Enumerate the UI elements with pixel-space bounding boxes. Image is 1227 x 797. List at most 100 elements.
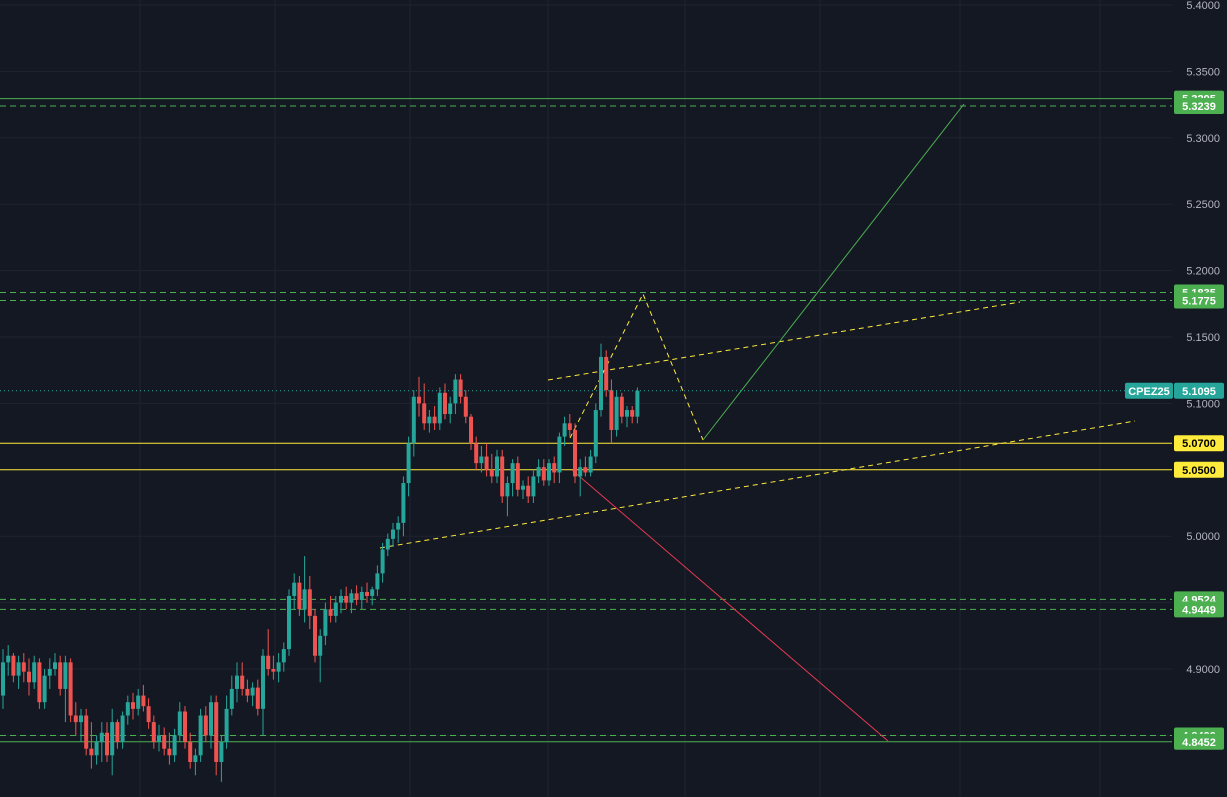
candle-body xyxy=(557,436,562,473)
candle-body xyxy=(619,396,624,417)
candle-body xyxy=(6,655,11,663)
candle-body xyxy=(209,702,213,736)
candle-body xyxy=(609,390,614,430)
bearish-target-line xyxy=(571,469,889,742)
candle-body xyxy=(578,467,583,477)
axis-tick-label: 5.2000 xyxy=(1186,266,1220,278)
level-tag: 5.0500 xyxy=(1174,461,1224,478)
candle-body xyxy=(297,582,302,610)
level-tag-text: 4.8452 xyxy=(1182,737,1216,749)
candle-body xyxy=(541,467,546,481)
level-tag: 4.8452 xyxy=(1174,733,1224,750)
candle-body xyxy=(573,429,577,477)
candle-body xyxy=(11,655,16,676)
candle-body xyxy=(515,463,520,490)
level-tag-bg xyxy=(1174,98,1224,115)
candle-body xyxy=(401,483,406,523)
candle-body xyxy=(313,615,317,656)
axis-tick-label: 5.4000 xyxy=(1186,0,1220,12)
level-tag-text: 5.1775 xyxy=(1182,295,1216,307)
axis-tick-label: 5.3000 xyxy=(1186,133,1220,145)
candle-body xyxy=(593,410,598,457)
candle-body xyxy=(547,463,551,481)
candle-body xyxy=(99,732,104,743)
candle-body xyxy=(505,483,510,497)
level-tag-bg xyxy=(1174,733,1224,750)
candle-body xyxy=(162,735,167,749)
candle-body xyxy=(391,529,395,539)
candle-body xyxy=(588,456,593,473)
level-tag: 5.1775 xyxy=(1174,292,1224,309)
candle-body xyxy=(136,695,141,709)
axis-tick-label: 5.0000 xyxy=(1186,531,1220,543)
candle-body xyxy=(365,591,369,596)
candle-body xyxy=(328,609,333,616)
candle-body xyxy=(276,662,281,672)
candle-body xyxy=(172,735,177,756)
candle-body xyxy=(193,755,198,762)
candle-body xyxy=(250,687,255,696)
candle-body xyxy=(125,702,130,716)
symbol-tag: CPEZ25 xyxy=(1125,382,1173,399)
candle-body xyxy=(177,711,182,736)
price-tags: CPEZ25 5.32955.32395.18355.17755.07005.0… xyxy=(1125,90,1224,750)
candle-body xyxy=(396,522,401,530)
candle-body xyxy=(531,476,536,497)
candle-body xyxy=(552,463,557,473)
candle-body xyxy=(448,403,453,415)
candle-body xyxy=(235,675,239,689)
level-tag-text: 5.0700 xyxy=(1182,438,1216,450)
symbol-tag-bg xyxy=(1125,382,1173,399)
level-tag-bg xyxy=(1174,292,1224,309)
candle-body xyxy=(167,748,172,756)
axis-tick-label: 5.3500 xyxy=(1186,66,1220,78)
candle-body xyxy=(469,416,473,444)
candle-body xyxy=(375,573,380,590)
price-axis[interactable]: 5.4000 5.3500 5.3000 5.2500 5.2000 5.1500 5.10… xyxy=(1186,0,1220,676)
candle-body xyxy=(411,396,416,444)
candle-body xyxy=(489,469,494,477)
candle-body xyxy=(198,715,203,756)
candle-body xyxy=(463,396,468,417)
candle-body xyxy=(141,695,146,707)
candle-body xyxy=(521,485,525,490)
candle-body xyxy=(479,456,484,464)
candle-body xyxy=(151,722,156,743)
candle-body xyxy=(37,662,42,703)
candle-body xyxy=(68,662,73,716)
candle-body xyxy=(339,595,343,603)
candle-body xyxy=(302,589,307,610)
candle-body xyxy=(16,662,21,676)
candle-body xyxy=(510,463,515,484)
candle-body xyxy=(84,715,89,749)
candle-body xyxy=(53,662,57,669)
candle-body xyxy=(188,742,193,762)
candle-body xyxy=(266,655,271,669)
candle-body xyxy=(146,706,151,723)
candle-body xyxy=(89,748,94,756)
candle-body xyxy=(58,662,63,689)
candle-body xyxy=(1,662,5,696)
candle-body xyxy=(21,662,26,672)
candle-body xyxy=(318,635,323,656)
axis-tick-label: 5.1000 xyxy=(1186,398,1220,410)
level-tag-text: 5.3239 xyxy=(1182,101,1216,113)
candle-body xyxy=(422,403,427,424)
candle-body xyxy=(562,423,567,437)
candle-body xyxy=(484,456,489,470)
candle-body xyxy=(630,410,635,417)
candle-body xyxy=(281,649,286,663)
candle-body xyxy=(219,742,224,762)
candle-body xyxy=(120,715,125,743)
candle-body xyxy=(349,593,354,603)
last-price-tag: 5.1095 xyxy=(1174,382,1224,399)
candle-body xyxy=(333,602,338,616)
lower-trend-line xyxy=(379,420,1136,549)
candle-body xyxy=(380,549,385,574)
candle-body xyxy=(27,671,31,683)
candle-body xyxy=(271,669,276,672)
candles xyxy=(1,343,640,782)
level-tag: 5.0700 xyxy=(1174,435,1224,452)
candle-body xyxy=(261,655,265,709)
